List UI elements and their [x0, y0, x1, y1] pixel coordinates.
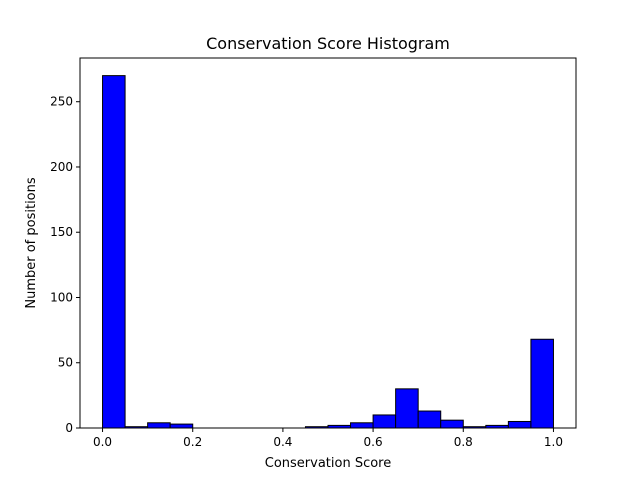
x-axis-ticks: 0.0 0.2 0.4 0.6 0.8 1.0: [93, 428, 563, 449]
x-tick-label: 0.8: [454, 435, 473, 449]
y-tick-label: 150: [50, 225, 73, 239]
x-axis-label: Conservation Score: [265, 456, 392, 471]
y-axis-ticks: 0 50 100 150 200 250: [50, 95, 80, 435]
y-axis-label: Number of positions: [24, 177, 39, 309]
histogram-bar: [395, 388, 419, 429]
histogram-bar: [417, 410, 442, 429]
y-tick-label: 50: [58, 356, 73, 370]
histogram-bar: [372, 414, 397, 429]
histogram-bar: [102, 75, 126, 429]
y-tick-label: 0: [65, 421, 73, 435]
x-tick-label: 0.6: [364, 435, 383, 449]
y-tick-label: 200: [50, 160, 73, 174]
histogram-bar: [507, 420, 532, 429]
histogram-bar: [440, 419, 464, 429]
y-tick-label: 250: [50, 95, 73, 109]
bars-group: [102, 75, 554, 429]
histogram-bar: [169, 423, 194, 429]
plot-area-frame: [79, 57, 577, 429]
histogram-bar: [147, 422, 171, 429]
chart-title: Conservation Score Histogram: [206, 34, 450, 53]
histogram-bar: [530, 338, 554, 429]
x-tick-label: 0.0: [93, 435, 112, 449]
y-tick-label: 100: [50, 290, 73, 304]
x-tick-label: 0.2: [183, 435, 202, 449]
x-tick-label: 0.4: [273, 435, 292, 449]
x-tick-label: 1.0: [544, 435, 563, 449]
histogram-bar: [350, 422, 374, 429]
